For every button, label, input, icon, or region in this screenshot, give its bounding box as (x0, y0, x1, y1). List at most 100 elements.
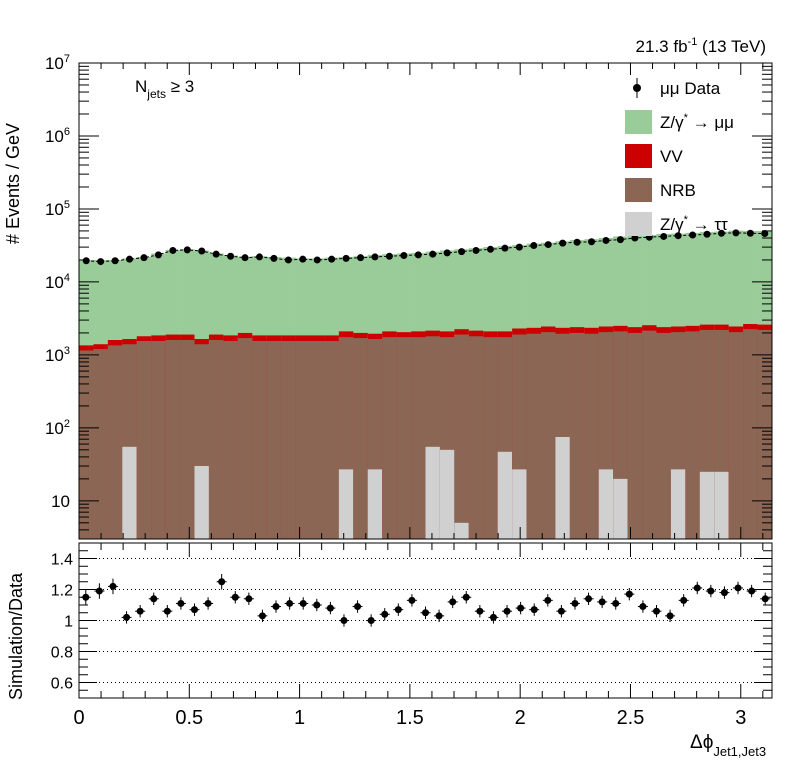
bar-ztautau (699, 471, 715, 539)
data-point (717, 229, 725, 237)
bar-nrb (208, 340, 224, 539)
legend-swatch-zmumu (625, 110, 652, 134)
main-frame-border (78, 62, 773, 540)
lumi-label: 21.3 fb-1 (13 TeV) (636, 36, 766, 56)
bar-nrb (107, 345, 123, 539)
ratio-point (571, 599, 579, 607)
ratio-y-tick-label: 0.6 (51, 676, 73, 693)
ratio-point (462, 593, 470, 601)
ratio-point (191, 606, 198, 614)
y-tick-label: 104 (45, 272, 70, 292)
y-tick-label: 105 (45, 199, 70, 219)
bar-ztautau (425, 446, 441, 539)
ratio-point (326, 604, 334, 612)
bar-ztautau (367, 469, 383, 539)
bar-ztautau (670, 469, 686, 539)
ratio-point (408, 596, 416, 604)
data-point (443, 249, 451, 257)
bar-ztautau (714, 471, 729, 539)
data-point (602, 236, 610, 244)
x-tick-label: 2.5 (617, 707, 645, 729)
ratio-y-axis-label: Simulation/Data (6, 572, 26, 700)
ratio-point (680, 596, 688, 604)
ratio-point (449, 598, 457, 606)
y-tick-label: 107 (45, 53, 70, 73)
bar-nrb (728, 332, 744, 539)
bar-nrb (396, 337, 412, 539)
ratio-point (557, 607, 565, 615)
ratio-point (422, 609, 429, 617)
data-point (169, 246, 177, 254)
bar-ztautau (613, 478, 628, 539)
data-point (357, 254, 365, 262)
data-point (227, 252, 235, 260)
data-point (255, 253, 263, 261)
bar-nrb (266, 341, 282, 539)
data-point (573, 238, 581, 246)
ratio-point (231, 593, 239, 601)
ratio-plot-area (79, 543, 772, 698)
ratio-point (123, 613, 131, 621)
x-tick-label: 1.5 (396, 707, 424, 729)
data-point (616, 236, 624, 244)
legend-marker-data (633, 84, 641, 92)
ratio-point (489, 613, 497, 621)
legend-swatch-nrb (625, 178, 652, 202)
data-point (111, 257, 119, 265)
ratio-point (299, 599, 307, 607)
ratio-point (218, 578, 226, 586)
ratio-point (163, 607, 171, 615)
ratio-point (136, 607, 144, 615)
ratio-point (286, 599, 294, 607)
bar-nrb (627, 332, 643, 539)
bar-ztautau (497, 451, 513, 539)
bar-nrb (324, 341, 340, 539)
bar-ztautau (439, 449, 455, 539)
ratio-point (367, 617, 375, 624)
data-point (631, 234, 639, 242)
bar-nrb (353, 338, 369, 539)
data-point (429, 250, 437, 258)
bar-nrb (79, 350, 94, 539)
data-point (486, 245, 494, 253)
bar-nrb (569, 332, 585, 539)
ratio-point (340, 617, 348, 624)
data-point (183, 246, 191, 254)
data-point (82, 257, 90, 265)
data-point (544, 241, 552, 249)
ratio-point (313, 601, 321, 609)
data-point (198, 247, 206, 255)
data-point (660, 232, 668, 240)
data-point (241, 254, 249, 262)
bar-nrb (454, 334, 470, 539)
data-point (530, 242, 538, 250)
ratio-point (748, 587, 756, 595)
ratio-point (639, 603, 647, 611)
bar-nrb (310, 341, 325, 539)
bar-nrb (541, 332, 556, 539)
x-tick-label: 1 (294, 707, 305, 729)
ratio-point (394, 606, 402, 614)
ratio-point (245, 595, 253, 603)
legend-swatch-ztautau (625, 212, 652, 236)
bar-nrb (180, 340, 195, 539)
data-point (588, 238, 596, 246)
data-point (414, 251, 422, 259)
bar-nrb (411, 337, 426, 539)
ratio-point (598, 598, 606, 606)
ratio-point (258, 612, 266, 620)
ratio-point (653, 607, 660, 615)
data-point (385, 252, 393, 260)
data-point (97, 258, 105, 266)
y-tick-label: 106 (45, 126, 70, 146)
ratio-points (80, 574, 771, 627)
ratio-point (720, 589, 728, 597)
ratio-point (177, 599, 185, 607)
bar-nrb (281, 341, 296, 539)
bar-nrb (151, 341, 166, 539)
data-point (501, 244, 509, 252)
data-point (746, 229, 754, 237)
ratio-point (517, 604, 525, 612)
bar-ztautau (454, 522, 470, 539)
